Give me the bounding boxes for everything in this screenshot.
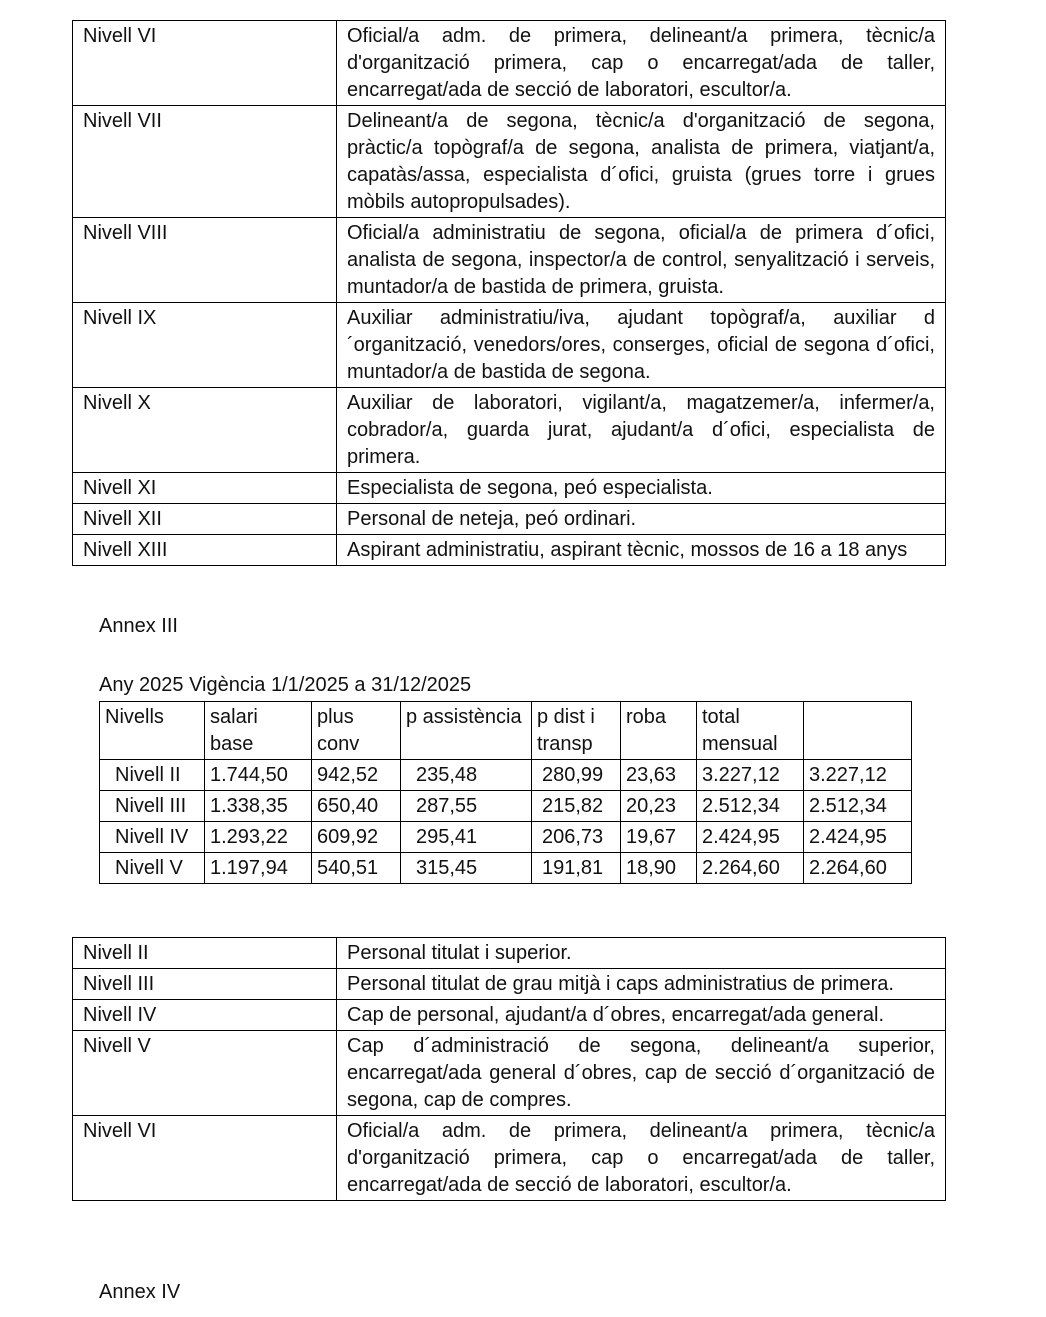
value-cell: 650,40 [311, 790, 401, 822]
level-cell: Nivell VIII [72, 217, 337, 303]
level-cell: Nivell XII [72, 503, 337, 535]
table-row: Nivell VII Delineant/a de segona, tècnic/… [72, 105, 946, 218]
level-cell: Nivell VI [72, 20, 337, 106]
annex-iv-heading: Annex IV [99, 1281, 181, 1303]
table-row: Nivell IV 1.293,22 609,92 295,41 206,73 19,67… [99, 821, 912, 853]
value-cell: 540,51 [311, 852, 401, 884]
table-row: Nivell VI Oficial/a adm. de primera, deli… [72, 1115, 946, 1201]
value-cell: 20,23 [620, 790, 697, 822]
description-cell: Personal de neteja, peó ordinari. [336, 503, 946, 535]
level-cell: Nivell III [99, 790, 205, 822]
value-cell: 23,63 [620, 759, 697, 791]
level-cell: Nivell V [72, 1030, 337, 1116]
table-row: Nivell III Personal titulat de grau mitjà… [72, 968, 946, 1000]
value-cell: 287,55 [400, 790, 532, 822]
column-header: roba [620, 701, 697, 760]
description-cell: Oficial/a adm. de primera, delineant/a p… [336, 1115, 946, 1201]
description-cell: Auxiliar administratiu/iva, ajudant topò… [336, 302, 946, 388]
description-cell: Personal titulat de grau mitjà i caps ad… [336, 968, 946, 1000]
level-cell: Nivell X [72, 387, 337, 473]
value-cell: 2.512,34 [696, 790, 804, 822]
column-header: plus conv [311, 701, 401, 760]
description-cell: Oficial/a adm. de primera, delineant/a p… [336, 20, 946, 106]
table-row: Nivell IV Cap de personal, ajudant/a d´ob… [72, 999, 946, 1031]
levels-table-bottom: Nivell II Personal titulat i superior. Niv… [72, 937, 946, 1201]
table-row: Nivell III 1.338,35 650,40 287,55 215,82 20,2… [99, 790, 912, 822]
column-header: p dist i transp [531, 701, 621, 760]
value-cell: 2.424,95 [803, 821, 912, 853]
value-cell: 206,73 [531, 821, 621, 853]
table-row: Nivell II Personal titulat i superior. [72, 937, 946, 969]
salary-table: Nivells salari base plus conv p assistència… [99, 701, 912, 884]
table-row: Nivell X Auxiliar de laboratori, vigilant… [72, 387, 946, 473]
value-cell: 942,52 [311, 759, 401, 791]
description-cell: Especialista de segona, peó especialista… [336, 472, 946, 504]
value-cell: 18,90 [620, 852, 697, 884]
value-cell: 3.227,12 [696, 759, 804, 791]
value-cell: 1.744,50 [204, 759, 312, 791]
salary-table-title: Any 2025 Vigència 1/1/2025 a 31/12/2025 [99, 674, 472, 696]
value-cell: 1.197,94 [204, 852, 312, 884]
column-header [803, 701, 912, 760]
level-cell: Nivell VI [72, 1115, 337, 1201]
level-cell: Nivell II [72, 937, 337, 969]
value-cell: 19,67 [620, 821, 697, 853]
value-cell: 191,81 [531, 852, 621, 884]
value-cell: 609,92 [311, 821, 401, 853]
value-cell: 295,41 [400, 821, 532, 853]
value-cell: 2.264,60 [696, 852, 804, 884]
description-cell: Aspirant administratiu, aspirant tècnic,… [336, 534, 946, 566]
value-cell: 280,99 [531, 759, 621, 791]
description-cell: Personal titulat i superior. [336, 937, 946, 969]
value-cell: 2.424,95 [696, 821, 804, 853]
level-cell: Nivell VII [72, 105, 337, 218]
level-cell: Nivell II [99, 759, 205, 791]
table-row: Nivell XII Personal de neteja, peó ordina… [72, 503, 946, 535]
description-cell: Auxiliar de laboratori, vigilant/a, maga… [336, 387, 946, 473]
table-row: Nivell II 1.744,50 942,52 235,48 280,99 23,63… [99, 759, 912, 791]
levels-table-top: Nivell VI Oficial/a adm. de primera, deli… [72, 20, 946, 566]
header-row: Nivells salari base plus conv p assistència… [99, 701, 912, 760]
value-cell: 2.512,34 [803, 790, 912, 822]
column-header: total mensual [696, 701, 804, 760]
table-row: Nivell V 1.197,94 540,51 315,45 191,81 18,90 2… [99, 852, 912, 884]
value-cell: 315,45 [400, 852, 532, 884]
table-row: Nivell V Cap d´administració de segona, d… [72, 1030, 946, 1116]
level-cell: Nivell III [72, 968, 337, 1000]
column-header: p assistència [400, 701, 532, 760]
description-cell: Oficial/a administratiu de segona, ofici… [336, 217, 946, 303]
table-row: Nivell IX Auxiliar administratiu/iva, aju… [72, 302, 946, 388]
column-header: Nivells [99, 701, 205, 760]
level-cell: Nivell XIII [72, 534, 337, 566]
level-cell: Nivell XI [72, 472, 337, 504]
description-cell: Cap de personal, ajudant/a d´obres, enca… [336, 999, 946, 1031]
table-row: Nivell VIII Oficial/a administratiu de se… [72, 217, 946, 303]
table-row: Nivell XIII Aspirant administratiu, aspir… [72, 534, 946, 566]
description-cell: Cap d´administració de segona, delineant… [336, 1030, 946, 1116]
level-cell: Nivell IV [99, 821, 205, 853]
column-header: salari base [204, 701, 312, 760]
level-cell: Nivell IX [72, 302, 337, 388]
level-cell: Nivell IV [72, 999, 337, 1031]
value-cell: 215,82 [531, 790, 621, 822]
value-cell: 1.293,22 [204, 821, 312, 853]
value-cell: 235,48 [400, 759, 532, 791]
value-cell: 2.264,60 [803, 852, 912, 884]
value-cell: 1.338,35 [204, 790, 312, 822]
annex-iii-heading: Annex III [99, 615, 178, 637]
value-cell: 3.227,12 [803, 759, 912, 791]
table-row: Nivell VI Oficial/a adm. de primera, deli… [72, 20, 946, 106]
table-row: Nivell XI Especialista de segona, peó esp… [72, 472, 946, 504]
description-cell: Delineant/a de segona, tècnic/a d'organi… [336, 105, 946, 218]
level-cell: Nivell V [99, 852, 205, 884]
